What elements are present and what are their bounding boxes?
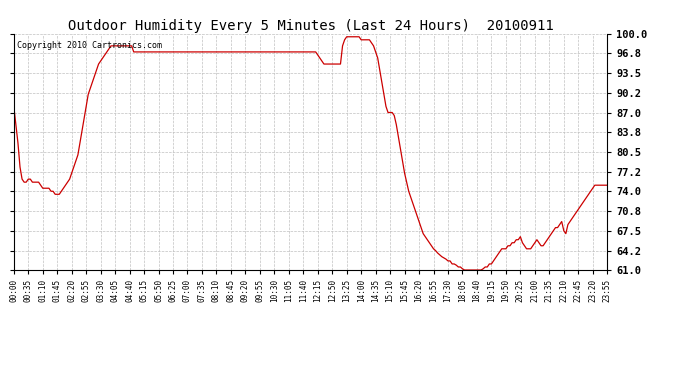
Text: Copyright 2010 Cartronics.com: Copyright 2010 Cartronics.com: [17, 41, 161, 50]
Title: Outdoor Humidity Every 5 Minutes (Last 24 Hours)  20100911: Outdoor Humidity Every 5 Minutes (Last 2…: [68, 19, 553, 33]
